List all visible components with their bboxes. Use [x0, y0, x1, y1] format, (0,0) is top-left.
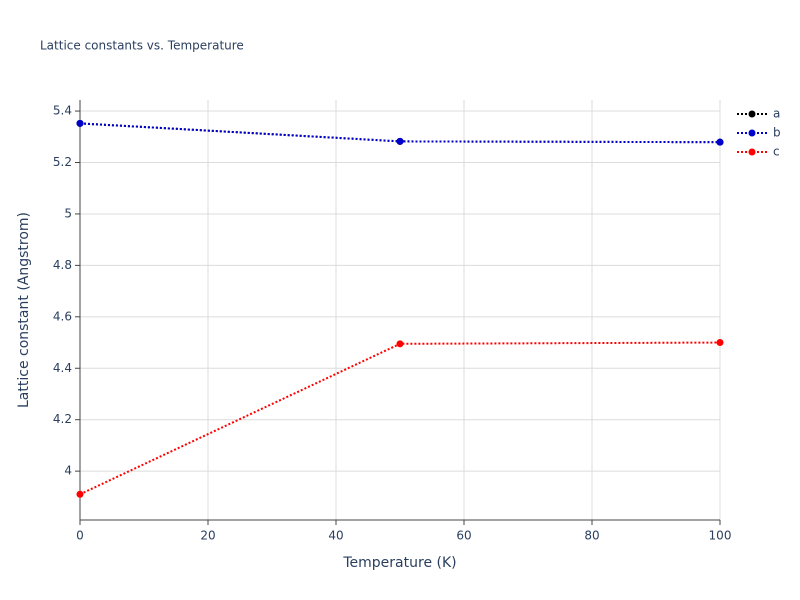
point	[76, 490, 84, 498]
point	[396, 340, 404, 348]
legend-label: c	[773, 145, 780, 159]
point	[76, 119, 84, 127]
x-tick-label: 20	[200, 529, 215, 543]
y-tick-label: 4.2	[53, 412, 72, 426]
legend-label: b	[773, 126, 781, 140]
y-tick-label: 4	[64, 464, 72, 478]
y-tick-label: 4.4	[53, 361, 72, 375]
x-tick-label: 0	[76, 529, 84, 543]
x-axis-label: Temperature (K)	[342, 555, 456, 571]
y-tick-label: 4.8	[53, 258, 72, 272]
legend-marker	[748, 148, 756, 156]
point	[396, 137, 404, 145]
legend-marker	[748, 129, 756, 137]
x-tick-label: 60	[456, 529, 471, 543]
x-tick-label: 40	[328, 529, 343, 543]
y-tick-label: 5.2	[53, 155, 72, 169]
x-tick-label: 100	[709, 529, 732, 543]
x-tick-label: 80	[584, 529, 599, 543]
chart-title: Lattice constants vs. Temperature	[40, 39, 244, 53]
point	[716, 138, 724, 146]
legend-label: a	[773, 107, 780, 121]
y-tick-label: 5	[64, 206, 72, 220]
y-tick-label: 5.4	[53, 104, 72, 118]
y-tick-label: 4.6	[53, 309, 72, 323]
y-axis-label: Lattice constant (Angstrom)	[16, 212, 32, 408]
point	[716, 339, 724, 347]
legend-marker	[748, 110, 756, 118]
